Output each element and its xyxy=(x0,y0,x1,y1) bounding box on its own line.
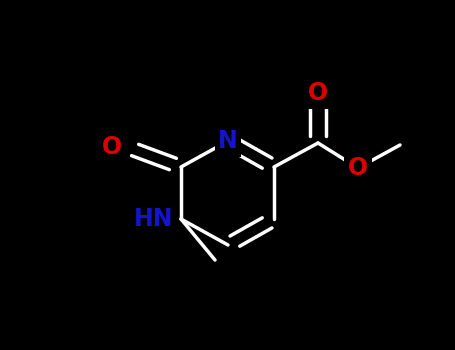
Text: N: N xyxy=(218,129,238,153)
Text: HN: HN xyxy=(133,207,173,231)
Text: O: O xyxy=(348,156,368,180)
Text: O: O xyxy=(308,81,328,105)
Text: O: O xyxy=(102,135,122,159)
